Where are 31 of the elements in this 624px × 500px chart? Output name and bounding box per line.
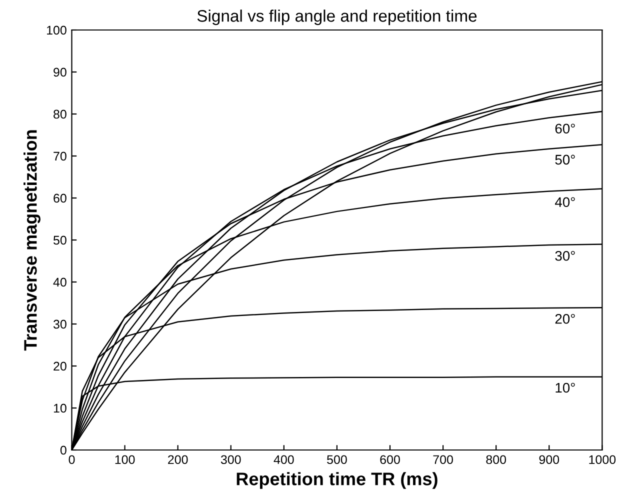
y-tick-label: 20 [54, 362, 66, 371]
y-tick-label: 60 [54, 194, 66, 203]
y-tick-label: 0 [60, 446, 66, 455]
y-tick-label: 100 [47, 26, 66, 35]
series-label: 50° [555, 154, 575, 165]
x-tick-label: 700 [433, 455, 453, 464]
series-label: 40° [554, 197, 575, 208]
x-tick-label: 100 [115, 455, 135, 464]
y-tick-label: 40 [53, 278, 66, 287]
chart-title: Signal vs flip angle and repetition time [197, 10, 477, 26]
y-tick-label: 50 [53, 236, 66, 245]
y-tick-label: 80 [54, 110, 66, 119]
x-tick-label: 200 [168, 455, 188, 464]
x-tick-label: 300 [220, 455, 241, 464]
x-tick-label: 800 [486, 455, 506, 464]
y-tick-label: 10 [54, 404, 66, 413]
x-tick-label: 600 [380, 455, 400, 464]
x-tick-label: 0 [68, 455, 75, 464]
x-tick-label: 400 [274, 455, 294, 464]
x-tick-label: 1000 [589, 455, 616, 464]
x-axis-title: Repetition time TR (ms) [236, 472, 438, 489]
x-tick-label: 500 [327, 455, 347, 464]
series-label: 30° [555, 250, 575, 261]
series-label: 20° [555, 314, 575, 324]
y-tick-label: 90 [54, 68, 66, 77]
x-tick-label: 900 [539, 455, 560, 464]
y-axis-title: Transverse magnetization [24, 130, 40, 351]
y-tick-label: 30 [53, 320, 66, 329]
y-tick-label: 70 [54, 152, 66, 161]
series-label: 60° [555, 124, 575, 134]
series-label: 10° [556, 382, 575, 393]
